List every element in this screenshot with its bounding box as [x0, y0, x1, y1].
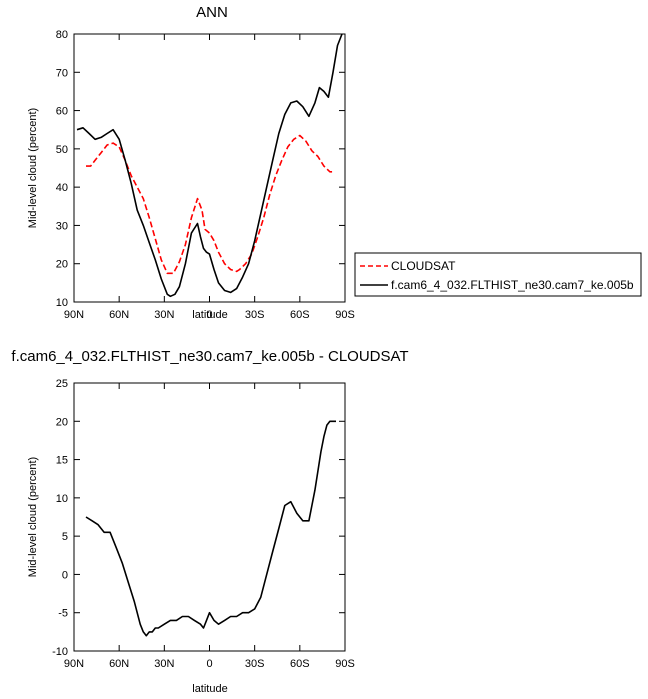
y-tick-label: 0	[62, 569, 68, 581]
x-tick-label: 30N	[154, 658, 174, 670]
chart-bottom-y-ticks: -10 -5 0 5 10 15 20 25	[52, 378, 345, 658]
y-tick-label: -10	[52, 646, 68, 658]
chart-top-frame	[73, 33, 346, 303]
chart-bottom: f.cam6_4_032.FLTHIST_ne30.cam7_ke.005b -…	[11, 348, 408, 695]
y-tick-label: 10	[56, 297, 68, 309]
chart-top-title: ANN	[196, 4, 228, 21]
x-tick-label: 90N	[64, 309, 84, 321]
x-tick-label: 0	[206, 658, 212, 670]
chart-top-series	[76, 33, 343, 298]
series-line-difference	[85, 420, 336, 637]
chart-top-x-ticks: 90N 60N 30N 0 30S 60S 90S	[64, 34, 355, 321]
y-tick-label: 10	[56, 493, 68, 505]
chart-top: ANN 90N 60N 30N 0 30S 60S 90S 10 20 30 40 50 60 70 80…	[27, 4, 355, 321]
series-line-model	[76, 33, 343, 298]
x-tick-label: 30N	[154, 309, 174, 321]
legend-box	[354, 252, 642, 297]
y-tick-label: 5	[62, 531, 68, 543]
x-tick-label: 30S	[245, 309, 265, 321]
y-tick-label: 60	[56, 106, 68, 118]
y-tick-label: 50	[56, 144, 68, 156]
chart-top-y-label: Mid-level cloud (percent)	[27, 108, 39, 228]
x-tick-label: 60N	[109, 658, 129, 670]
legend-label-model: f.cam6_4_032.FLTHIST_ne30.cam7_ke.005b	[391, 278, 634, 292]
chart-top-y-ticks: 10 20 30 40 50 60 70 80	[56, 29, 345, 309]
y-tick-label: 25	[56, 378, 68, 390]
x-tick-label: 90N	[64, 658, 84, 670]
y-tick-label: 20	[56, 259, 68, 271]
x-tick-label: 60S	[290, 658, 310, 670]
chart-bottom-x-label: latitude	[192, 683, 227, 695]
chart-bottom-frame	[73, 382, 346, 652]
y-tick-label: 20	[56, 416, 68, 428]
chart-bottom-title: f.cam6_4_032.FLTHIST_ne30.cam7_ke.005b -…	[11, 348, 408, 365]
chart-bottom-x-ticks: 90N 60N 30N 0 30S 60S 90S	[64, 383, 355, 670]
y-tick-label: -5	[58, 608, 68, 620]
x-tick-label: 90S	[335, 309, 355, 321]
legend: CLOUDSAT f.cam6_4_032.FLTHIST_ne30.cam7_…	[354, 252, 642, 297]
x-tick-label: 0	[206, 309, 212, 321]
x-tick-label: 90S	[335, 658, 355, 670]
y-tick-label: 15	[56, 455, 68, 467]
legend-label-cloudsat: CLOUDSAT	[391, 259, 456, 273]
x-tick-label: 30S	[245, 658, 265, 670]
y-tick-label: 40	[56, 182, 68, 194]
y-tick-label: 30	[56, 220, 68, 232]
y-tick-label: 80	[56, 29, 68, 41]
chart-bottom-series	[85, 420, 336, 637]
y-tick-label: 70	[56, 67, 68, 79]
chart-bottom-y-label: Mid-level cloud (percent)	[27, 457, 39, 577]
chart-top-x-label: latitude	[192, 309, 227, 321]
x-tick-label: 60S	[290, 309, 310, 321]
x-tick-label: 60N	[109, 309, 129, 321]
